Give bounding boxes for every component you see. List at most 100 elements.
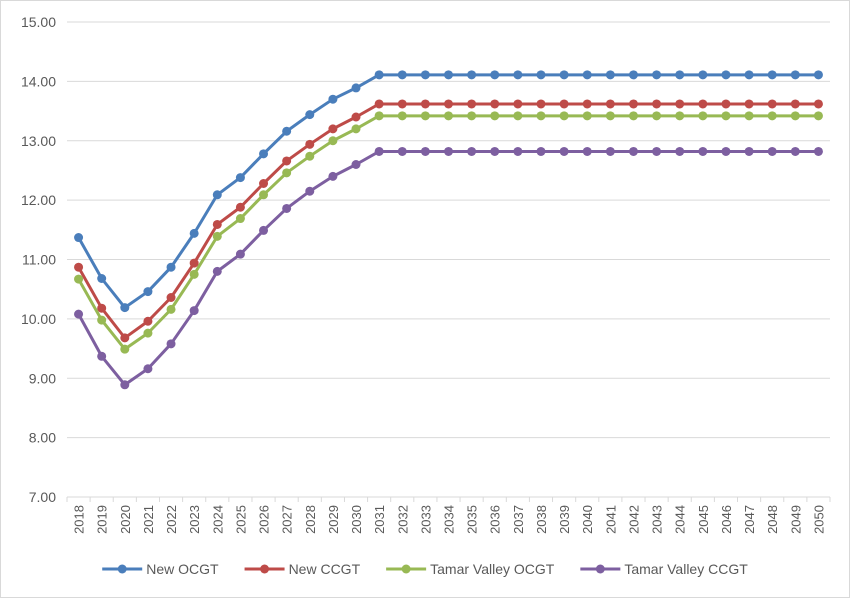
data-point: [397, 99, 407, 109]
data-point: [420, 146, 430, 156]
legend: New OCGT New CCGT Tamar Valley OCGT Tamar V…: [102, 561, 748, 577]
data-point: [328, 171, 338, 181]
data-point: [536, 99, 546, 109]
data-point: [467, 70, 477, 80]
data-point: [767, 99, 777, 109]
data-point: [490, 70, 500, 80]
data-point: [513, 146, 523, 156]
data-point: [744, 146, 754, 156]
data-point: [467, 111, 477, 121]
data-point: [420, 70, 430, 80]
data-point: [513, 111, 523, 121]
data-point: [282, 168, 292, 178]
data-point: [189, 228, 199, 238]
data-point: [259, 149, 269, 159]
data-point: [259, 179, 269, 188]
data-point: [143, 364, 153, 374]
series-line: [77, 102, 819, 340]
y-tick-label: 12.00: [21, 192, 56, 208]
x-axis: 2018 2019 2020 2021 2022 2023 2024 2025 2026 2027…: [66, 496, 831, 534]
data-point: [605, 99, 615, 109]
x-tick-label: 2046: [719, 505, 734, 534]
data-point: [675, 111, 685, 121]
data-point: [536, 70, 546, 80]
y-tick-label: 10.00: [21, 311, 56, 327]
x-tick-label: 2037: [511, 505, 526, 534]
x-tick-label: 2020: [118, 505, 133, 534]
legend-label: Tamar Valley CCGT: [624, 561, 748, 577]
data-point: [305, 186, 315, 196]
data-point: [767, 146, 777, 156]
legend-swatch-marker: [595, 564, 605, 574]
data-point: [97, 274, 107, 283]
data-point: [74, 274, 84, 284]
data-point: [305, 110, 315, 120]
y-tick-label: 15.00: [21, 14, 56, 30]
data-point: [721, 99, 731, 109]
data-point: [282, 203, 292, 213]
data-point: [305, 151, 315, 161]
series-new-ccgt: [74, 99, 823, 343]
data-point: [235, 214, 245, 224]
data-point: [582, 111, 592, 121]
data-point: [790, 70, 800, 80]
plot-area: [74, 70, 823, 390]
series-tamar-valley-ccgt: [74, 146, 823, 390]
data-point: [698, 99, 708, 109]
data-point: [444, 99, 453, 109]
x-tick-label: 2024: [210, 505, 225, 534]
data-point: [374, 70, 384, 80]
data-point: [559, 99, 569, 109]
data-point: [166, 262, 176, 272]
series-line: [77, 73, 819, 310]
data-point: [420, 99, 430, 109]
y-axis: 7.00 8.00 9.00 10.00 11.00 12.00 13.00 14.00 15.…: [21, 14, 56, 505]
x-tick-label: 2036: [488, 505, 503, 534]
data-point: [490, 146, 500, 156]
x-tick-label: 2021: [141, 505, 156, 534]
data-point: [675, 70, 685, 80]
data-point: [166, 339, 176, 349]
y-tick-label: 8.00: [29, 430, 56, 446]
data-point: [120, 303, 130, 313]
data-point: [698, 111, 708, 121]
data-point: [582, 70, 592, 80]
x-tick-label: 2034: [442, 505, 457, 534]
x-tick-label: 2032: [395, 505, 410, 534]
data-point: [374, 146, 384, 156]
data-point: [351, 112, 361, 122]
data-point: [212, 219, 222, 229]
y-tick-label: 11.00: [22, 252, 56, 268]
data-point: [605, 111, 615, 121]
x-tick-label: 2047: [742, 505, 757, 534]
x-tick-label: 2018: [72, 505, 87, 534]
data-point: [675, 99, 685, 109]
data-point: [467, 146, 477, 156]
data-point: [744, 111, 754, 121]
data-point: [652, 70, 662, 80]
data-point: [813, 111, 823, 121]
y-tick-label: 7.00: [29, 489, 56, 505]
data-point: [397, 146, 407, 156]
x-tick-label: 2027: [280, 505, 295, 534]
data-point: [120, 344, 130, 354]
x-tick-label: 2041: [603, 505, 618, 534]
data-point: [374, 99, 384, 109]
x-tick-label: 2026: [257, 505, 272, 534]
data-point: [120, 380, 130, 390]
data-point: [282, 126, 292, 136]
data-point: [420, 111, 430, 121]
data-point: [744, 70, 754, 80]
data-point: [235, 249, 245, 259]
data-point: [97, 315, 107, 325]
x-tick-label: 2031: [372, 505, 387, 534]
x-tick-label: 2040: [580, 505, 595, 534]
legend-item: New CCGT: [244, 561, 361, 577]
data-point: [559, 146, 569, 156]
data-point: [189, 269, 199, 279]
data-point: [97, 351, 107, 361]
data-point: [698, 70, 708, 80]
x-tick-label: 2030: [349, 505, 364, 534]
x-tick-label: 2049: [788, 505, 803, 534]
x-tick-label: 2039: [557, 505, 572, 534]
